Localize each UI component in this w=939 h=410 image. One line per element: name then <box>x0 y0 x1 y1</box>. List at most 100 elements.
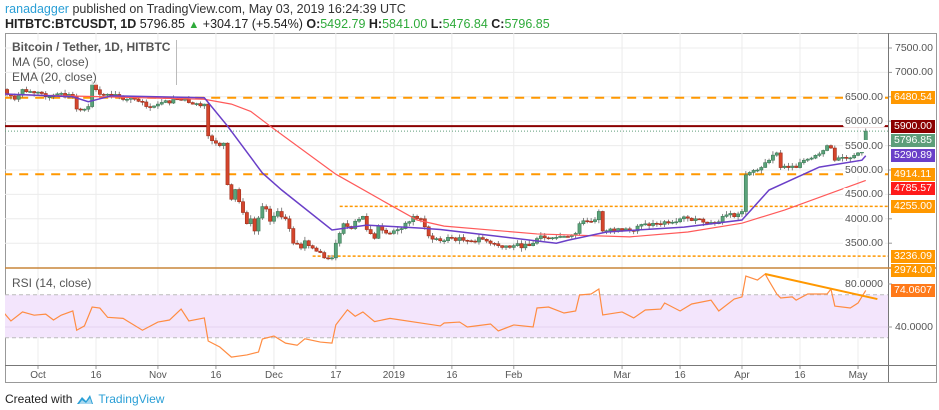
candle-body <box>368 229 373 234</box>
candle <box>82 108 87 112</box>
candle <box>144 99 149 109</box>
candle <box>244 210 249 225</box>
close-label: C: <box>491 17 505 31</box>
price-label-level: 4914.11 <box>891 167 935 181</box>
candle <box>198 101 203 108</box>
candle-body <box>287 218 292 229</box>
candle-body <box>813 155 818 159</box>
candle-body <box>333 242 338 259</box>
candle-body <box>24 89 29 93</box>
candle <box>453 236 458 243</box>
candle <box>747 171 752 176</box>
candle <box>801 158 806 165</box>
publish-info: ranadagger published on TradingView.com,… <box>5 2 406 16</box>
candle-body <box>724 214 729 217</box>
candle-body <box>337 233 342 244</box>
price-label-ma50: 4785.57 <box>891 181 935 195</box>
candle-body <box>438 238 443 242</box>
candle-body <box>148 106 153 108</box>
candle-body <box>302 240 307 249</box>
candle-body <box>844 157 849 159</box>
candle <box>252 216 257 235</box>
candle <box>670 219 675 225</box>
candle-body <box>465 239 470 242</box>
candle-body <box>198 103 203 107</box>
price-label-ema20: 5290.89 <box>891 149 935 163</box>
candle <box>678 217 682 224</box>
legend-ema20[interactable]: EMA (20, close) <box>12 70 97 84</box>
candle-body <box>210 135 214 142</box>
candle <box>210 134 214 145</box>
candle <box>778 150 783 170</box>
tradingview-link[interactable]: TradingView <box>98 392 165 406</box>
high-value: 5841.00 <box>382 17 428 31</box>
candle-body <box>314 247 319 252</box>
candle-body <box>511 245 516 248</box>
candle <box>577 221 582 236</box>
price-axis-label: 3500.00 <box>843 237 885 250</box>
candle-body <box>566 236 570 238</box>
candle-body <box>674 221 679 224</box>
candle <box>330 254 334 261</box>
candle-body <box>179 98 184 101</box>
candle <box>449 234 454 240</box>
candle <box>782 163 787 170</box>
candle <box>658 220 663 227</box>
candle-body <box>279 211 284 218</box>
candle-body <box>86 106 91 110</box>
candle <box>248 215 253 227</box>
candle-body <box>283 216 288 220</box>
candle <box>651 219 655 228</box>
ma50-line <box>5 93 866 238</box>
price-pane <box>5 80 888 261</box>
price-label-level: 2974.00 <box>891 263 935 277</box>
candle <box>125 97 129 103</box>
rsi-legend[interactable]: RSI (14, close) <box>12 276 92 290</box>
candle-body <box>244 212 249 224</box>
high-label: H: <box>368 17 383 31</box>
candle <box>654 221 659 227</box>
price-axis-label: 7000.00 <box>895 66 933 79</box>
candle-body <box>345 223 350 227</box>
candle <box>36 91 40 95</box>
candle <box>697 218 702 221</box>
candle-body <box>763 162 768 168</box>
candle-body <box>589 220 594 223</box>
time-axis-label: 2019 <box>382 370 405 381</box>
open-label: O: <box>306 17 321 31</box>
candle-body <box>90 84 95 107</box>
candle <box>596 209 601 224</box>
candle-body <box>480 237 485 240</box>
candle-body <box>778 152 783 168</box>
candle <box>523 241 528 251</box>
symbol-ohlc-bar: HITBTC:BTCUSDT, 1D 5796.85 ▲ +304.17 (+5… <box>5 17 550 31</box>
candle <box>206 102 211 139</box>
candle <box>558 232 563 239</box>
author-link[interactable]: ranadagger <box>5 2 69 16</box>
candle-body <box>596 211 601 221</box>
candle-body <box>105 93 110 96</box>
candle-body <box>801 159 806 163</box>
candle-body <box>798 162 802 168</box>
candle <box>217 141 222 148</box>
candle-body <box>840 157 845 159</box>
legend-ma50[interactable]: MA (50, close) <box>12 55 89 69</box>
rsi-band <box>5 294 888 338</box>
candle <box>511 243 516 251</box>
candle-body <box>136 98 141 102</box>
candle-body <box>299 243 303 249</box>
candle <box>59 91 64 96</box>
candle <box>813 154 818 160</box>
candle <box>422 215 427 230</box>
candle-body <box>295 242 300 245</box>
candle-body <box>581 220 586 224</box>
candle <box>318 248 323 254</box>
candle <box>446 234 450 243</box>
candle-body <box>771 154 775 161</box>
price-axis-label: 5000.00 <box>843 164 885 176</box>
candle <box>28 89 33 93</box>
candle-body <box>190 102 195 105</box>
time-axis-label: Nov <box>149 370 167 381</box>
rsi-line <box>5 273 867 358</box>
